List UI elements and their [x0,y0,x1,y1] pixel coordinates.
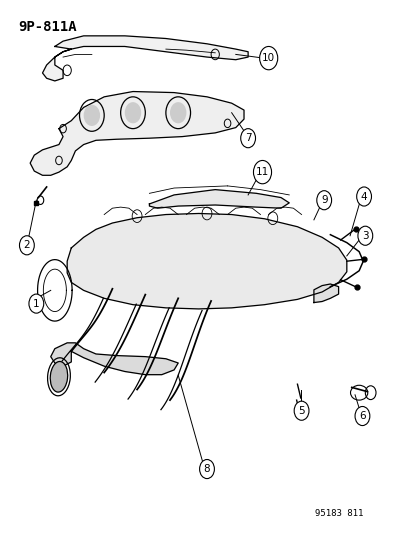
Circle shape [294,401,308,420]
Text: 9: 9 [320,195,327,205]
Text: 5: 5 [297,406,304,416]
Circle shape [354,407,369,425]
Polygon shape [67,214,346,309]
Text: 95183 811: 95183 811 [314,510,362,519]
Text: 7: 7 [244,133,251,143]
Text: 1: 1 [33,298,40,309]
Circle shape [29,294,44,313]
Polygon shape [43,36,247,81]
Circle shape [124,102,141,123]
Circle shape [253,160,271,184]
Circle shape [259,46,277,70]
Circle shape [356,187,370,206]
Text: 9P-811A: 9P-811A [18,20,76,34]
Circle shape [83,105,100,126]
Text: 4: 4 [360,191,366,201]
Text: 10: 10 [261,53,275,63]
Circle shape [316,191,331,210]
Ellipse shape [50,361,67,392]
Text: 11: 11 [255,167,268,177]
Polygon shape [149,190,289,208]
Circle shape [170,102,186,123]
Text: 3: 3 [361,231,368,241]
Circle shape [19,236,34,255]
Circle shape [240,128,255,148]
Polygon shape [30,92,243,175]
Text: 6: 6 [358,411,365,421]
Text: 2: 2 [24,240,30,251]
Circle shape [199,459,214,479]
Polygon shape [313,284,338,303]
Circle shape [357,226,372,245]
Text: 8: 8 [203,464,210,474]
Polygon shape [51,343,178,375]
